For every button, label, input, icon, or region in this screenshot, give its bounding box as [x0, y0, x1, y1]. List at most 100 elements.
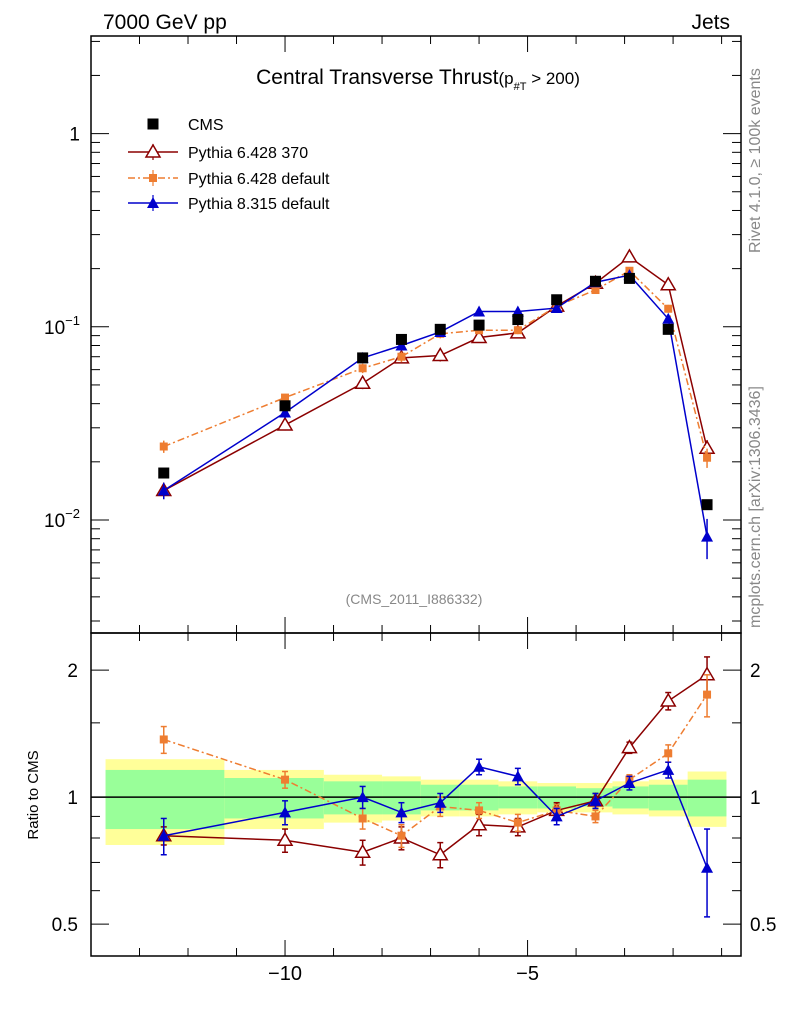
ratio-point — [431, 846, 449, 861]
data-point — [473, 319, 485, 331]
ratio-y-tick-label: 1 — [67, 788, 78, 809]
y-tick-label: 10−2 — [44, 506, 80, 532]
legend-item: CMS — [147, 117, 224, 134]
chart-title: Central Transverse Thrust(p#T > 200) — [256, 66, 580, 93]
ratio-point — [589, 794, 602, 806]
legend-item: Pythia 6.428 default — [128, 170, 330, 188]
main-panel — [90, 36, 741, 633]
data-point — [395, 339, 408, 351]
ratio-point — [395, 806, 408, 818]
rivet-label: Rivet 4.1.0, ≥ 100k events — [747, 68, 764, 253]
ratio-series-1 — [155, 656, 716, 869]
data-point — [659, 276, 677, 291]
ratio-point — [550, 810, 563, 822]
legend-label: Pythia 8.315 default — [188, 196, 330, 213]
ratio-frame — [90, 632, 742, 957]
ratio-point — [591, 812, 600, 821]
ratio-series-3 — [157, 758, 714, 918]
data-point — [276, 416, 294, 431]
series-cms — [158, 272, 713, 511]
legend-item: Pythia 6.428 370 — [128, 143, 308, 162]
ratio-line — [163, 694, 708, 837]
data-point — [397, 352, 406, 361]
data-point — [158, 467, 170, 479]
ratio-point — [662, 763, 675, 775]
data-point — [589, 275, 601, 287]
legend-marker — [149, 174, 157, 182]
title-main: Central Transverse Thrust — [256, 66, 499, 89]
ratio-point — [354, 843, 371, 859]
legend-label: Pythia 6.428 default — [188, 171, 330, 188]
data-point — [473, 305, 486, 317]
data-point — [513, 326, 522, 335]
title-sub: #T — [514, 81, 527, 93]
ratio-point — [281, 775, 290, 784]
data-point — [358, 364, 367, 373]
data-point — [621, 248, 638, 263]
data-point — [550, 302, 563, 314]
series-1 — [155, 248, 716, 497]
ratio-point — [664, 749, 673, 758]
series-line — [163, 255, 708, 492]
ratio-y-tick-label: 0.5 — [52, 915, 78, 936]
legend-marker — [147, 197, 159, 208]
ratio-point — [621, 739, 638, 754]
ratio-point — [703, 690, 712, 699]
legend-label: Pythia 6.428 370 — [188, 145, 308, 162]
series-line — [163, 274, 708, 537]
ratio-point — [470, 816, 488, 831]
ratio-y-tick-label: 0.5 — [750, 915, 776, 936]
ratio-point — [356, 791, 369, 803]
title-suffix: (p — [499, 69, 514, 88]
header-left: 7000 GeV pp — [103, 11, 227, 34]
data-point — [512, 314, 524, 326]
ratio-point — [159, 735, 168, 744]
data-point — [434, 323, 446, 335]
ratio-y-tick-label: 1 — [750, 788, 761, 809]
analysis-id: (CMS_2011_I886332) — [346, 591, 483, 607]
legend-marker — [147, 118, 159, 130]
data-point — [703, 453, 712, 462]
legend-label: CMS — [188, 117, 224, 134]
ratio-point — [659, 692, 677, 707]
series-line — [163, 269, 708, 458]
data-point — [664, 304, 673, 313]
ratio-point — [276, 831, 294, 847]
x-tick-label: −10 — [268, 963, 302, 985]
ratio-point — [358, 814, 367, 823]
legend-marker — [144, 143, 162, 158]
ratio-point — [279, 806, 292, 818]
data-point — [157, 484, 170, 496]
legend: CMS Pythia 6.428 370 Pythia 6.428 default P… — [128, 117, 330, 213]
data-point — [395, 333, 407, 345]
ratio-point — [513, 818, 522, 827]
ratio-point — [434, 796, 447, 808]
data-point — [159, 442, 168, 451]
ratio-line — [163, 765, 708, 869]
ratio-point — [701, 861, 714, 873]
data-point — [551, 294, 563, 306]
data-point — [662, 323, 674, 335]
header-right: Jets — [691, 11, 730, 34]
y-tick-label: 10−1 — [44, 313, 80, 339]
mcplots-label: mcplots.cern.ch [arXiv:1306.3436] — [747, 386, 764, 628]
ratio-point — [511, 770, 524, 782]
data-point — [279, 400, 291, 412]
uncertainty-band-green — [105, 769, 225, 830]
ratio-point — [473, 760, 486, 772]
ratio-panel — [90, 633, 741, 956]
data-point — [470, 329, 488, 344]
data-point — [623, 272, 635, 284]
series-2 — [159, 266, 712, 468]
ratio-y-tick-label: 2 — [750, 661, 761, 682]
ratio-point — [623, 777, 636, 789]
ratio-point — [475, 806, 484, 815]
data-point — [431, 347, 449, 362]
y-tick-label: 1 — [69, 125, 80, 146]
ratio-ylabel: Ratio to CMS — [25, 750, 42, 839]
uncertainty-band-green — [687, 779, 727, 817]
data-point — [279, 406, 292, 418]
data-point — [701, 499, 713, 511]
legend-item: Pythia 8.315 default — [128, 195, 330, 213]
